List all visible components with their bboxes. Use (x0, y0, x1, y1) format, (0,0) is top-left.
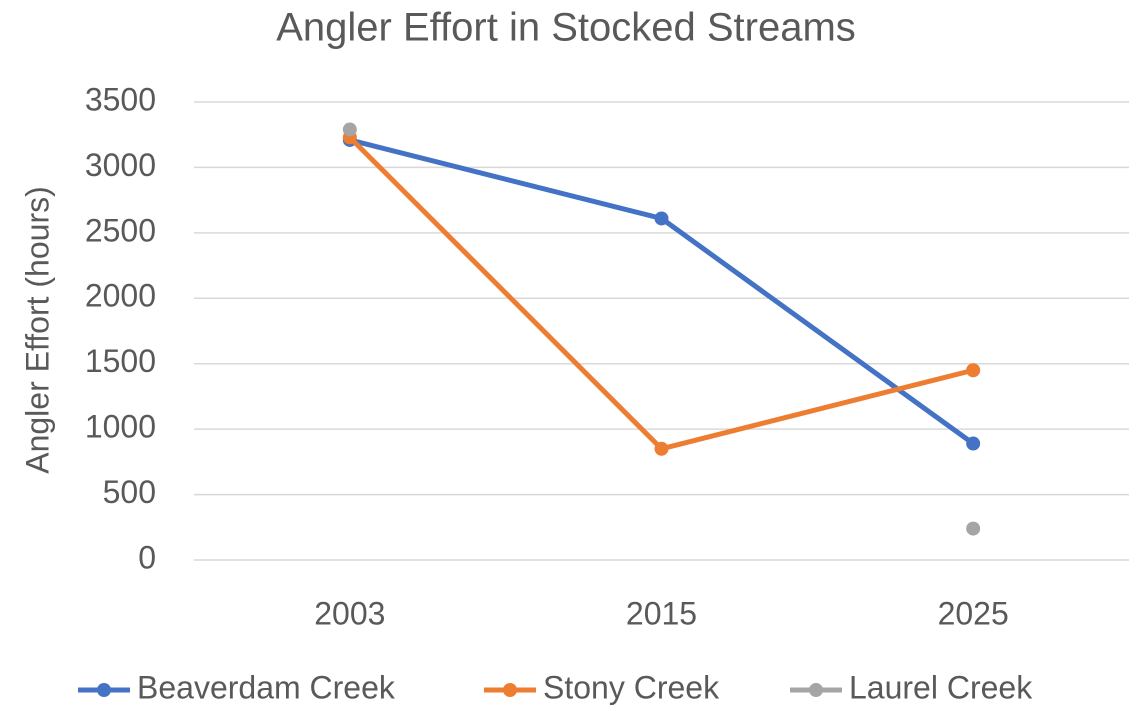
y-tick-label: 500 (103, 474, 156, 510)
data-point (654, 211, 669, 226)
x-tick-label: 2003 (314, 595, 385, 631)
data-point (966, 521, 981, 536)
y-tick-label: 1500 (85, 343, 156, 379)
chart-title: Angler Effort in Stocked Streams (276, 6, 856, 50)
legend-marker (809, 683, 823, 697)
data-point (966, 436, 981, 451)
series-line (349, 137, 975, 446)
x-tick-label: 2025 (938, 595, 1009, 631)
x-tick-label: 2015 (626, 595, 697, 631)
series-line (348, 135, 974, 452)
data-point (342, 122, 357, 137)
y-tick-label: 2500 (85, 212, 156, 248)
y-tick-label: 2000 (85, 278, 156, 314)
legend-label: Beaverdam Creek (137, 669, 396, 705)
legend-marker (97, 683, 111, 697)
legend-marker (503, 683, 517, 697)
y-tick-label: 1000 (85, 409, 156, 445)
legend-label: Stony Creek (543, 669, 720, 705)
y-tick-label: 3500 (85, 81, 156, 117)
y-tick-label: 3000 (85, 147, 156, 183)
data-point (654, 441, 669, 456)
data-point (966, 363, 981, 378)
y-axis-label: Angler Effort (hours) (19, 186, 55, 474)
legend-label: Laurel Creek (849, 669, 1033, 705)
y-tick-label: 0 (138, 539, 156, 575)
